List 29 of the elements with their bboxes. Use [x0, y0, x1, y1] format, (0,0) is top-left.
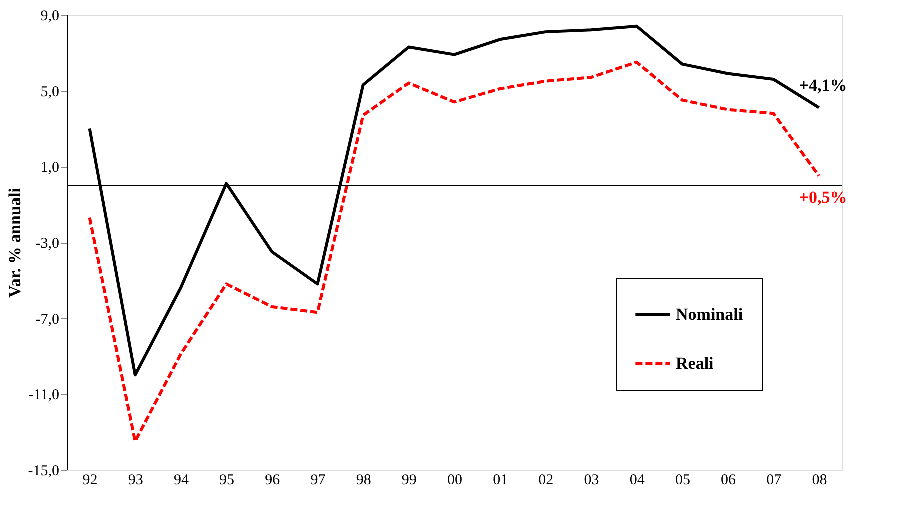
annotation: +0,5% [799, 188, 848, 208]
annotation: +4,1% [799, 76, 848, 95]
x-tick-label: 08 [812, 472, 828, 488]
x-tick-label: 06 [721, 472, 737, 488]
y-tick-label: -7,0 [36, 312, 60, 328]
y-tick-label: -3,0 [36, 236, 60, 252]
y-tick-label: -11,0 [28, 388, 60, 404]
y-tick-label: -15,0 [28, 464, 60, 480]
y-axis-title: Var. % annuali [5, 188, 24, 298]
y-tick-label: 9,0 [40, 8, 60, 24]
x-tick-label: 96 [265, 472, 281, 488]
x-tick-label: 92 [82, 472, 98, 488]
x-tick-label: 99 [402, 472, 417, 488]
x-tick-label: 07 [766, 472, 782, 488]
x-tick-label: 95 [220, 472, 235, 488]
x-tick-label: 02 [538, 472, 554, 488]
x-tick-label: 05 [675, 472, 690, 488]
x-tick-label: 98 [356, 472, 372, 488]
x-tick-label: 00 [448, 472, 462, 488]
x-tick-label: 97 [310, 472, 326, 488]
legend-label: Reali [676, 354, 714, 373]
x-tick-label: 03 [584, 472, 600, 488]
legend-label: Nominali [676, 305, 744, 324]
x-tick-label: 04 [630, 472, 646, 488]
y-tick-label: 5,0 [40, 84, 60, 100]
x-tick-label: 94 [174, 472, 190, 488]
x-tick-label: 01 [493, 472, 508, 488]
y-tick-label: 1,0 [40, 160, 60, 176]
x-tick-label: 93 [128, 472, 144, 488]
